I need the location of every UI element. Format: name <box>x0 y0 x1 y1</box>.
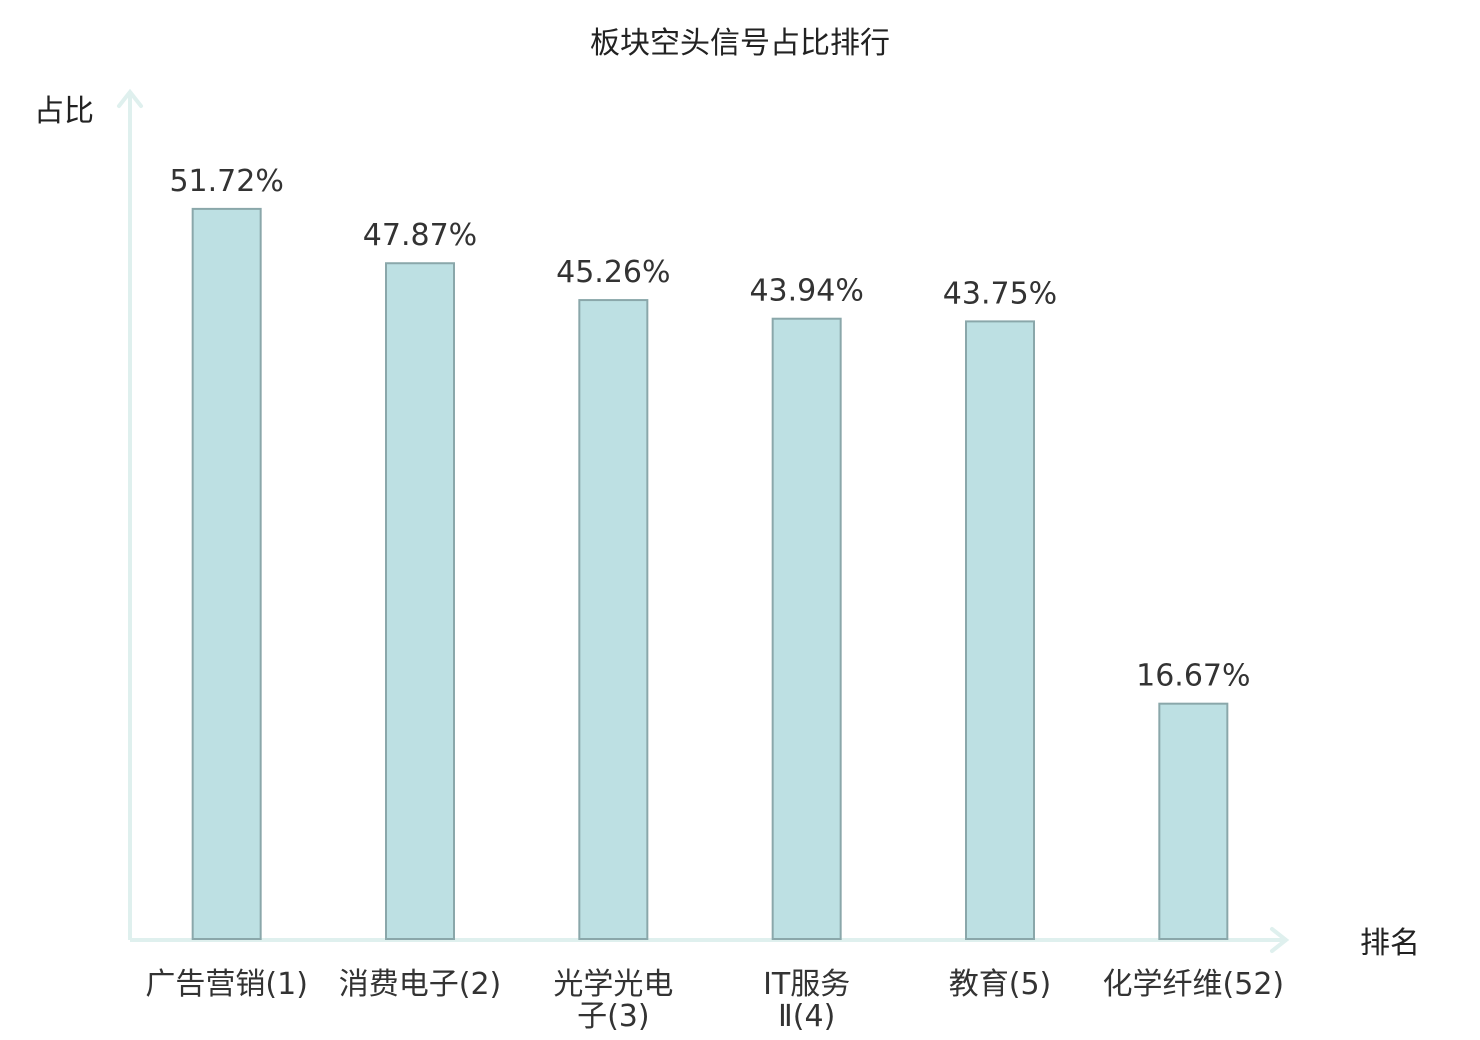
x-tick-label-4: 教育(5) <box>949 967 1052 1002</box>
y-axis-label: 占比 <box>34 94 94 129</box>
x-tick-label-0: 广告营销(1) <box>145 967 308 1002</box>
value-label-0: 51.72% <box>169 164 283 199</box>
x-axis-label: 排名 <box>1360 926 1420 961</box>
value-label-3: 43.94% <box>749 274 863 309</box>
bars-group <box>191 207 1229 941</box>
bar-2 <box>578 299 649 941</box>
value-label-1: 47.87% <box>363 218 477 253</box>
x-axis <box>130 927 1290 953</box>
bar-3 <box>771 317 842 940</box>
value-label-4: 43.75% <box>943 276 1057 311</box>
bar-1 <box>385 262 455 940</box>
y-axis <box>117 88 143 940</box>
x-tick-label-2-line-0: 光学光电 <box>553 967 673 1002</box>
x-tick-label-3-line-1: Ⅱ(4) <box>778 999 835 1034</box>
chart-title: 板块空头信号占比排行 <box>590 26 890 61</box>
value-labels-group: 51.72% 47.87% 45.26% 43.94% 43.75% 16.67% <box>169 164 1250 694</box>
x-tick-label-2-line-1: 子(3) <box>577 999 650 1034</box>
value-label-5: 16.67% <box>1136 659 1250 694</box>
bar-5 <box>1158 702 1229 940</box>
bar-4 <box>965 320 1035 941</box>
x-tick-label-3-line-0: IT服务 <box>763 967 850 1002</box>
x-tick-label-5: 化学纤维(52) <box>1103 967 1285 1002</box>
x-tick-label-1: 消费电子(2) <box>339 967 502 1002</box>
bar-0 <box>191 207 262 941</box>
value-label-2: 45.26% <box>556 255 670 290</box>
